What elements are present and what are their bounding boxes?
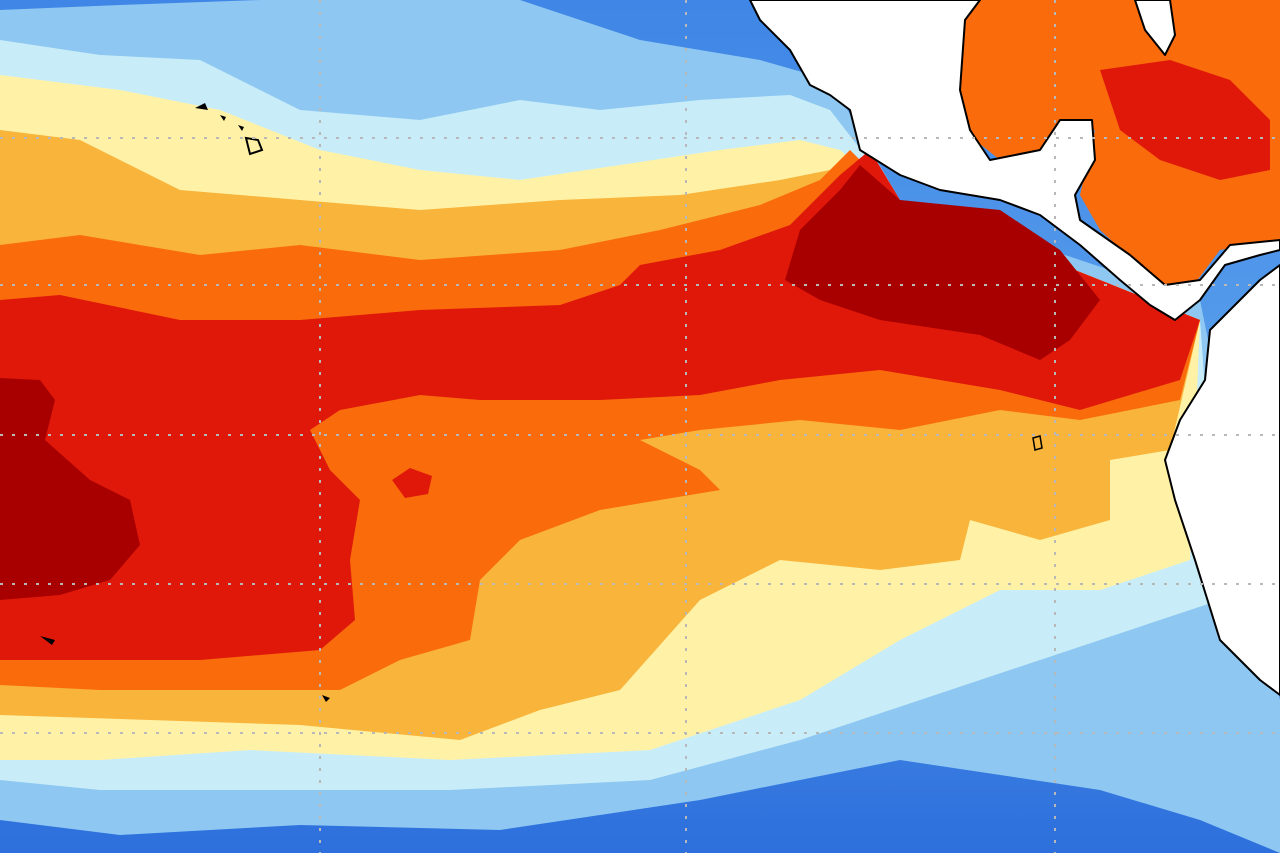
hawaii-big-island xyxy=(244,136,264,156)
band-dark-red-west xyxy=(0,378,140,600)
warm-spot xyxy=(392,468,432,498)
caribbean-warm xyxy=(1100,60,1270,180)
band-dark-red-east xyxy=(785,165,1100,360)
galapagos xyxy=(1032,435,1043,451)
south-america-coast xyxy=(1164,264,1280,696)
north-america-coast xyxy=(749,0,1280,321)
yucatan-coast xyxy=(1134,0,1176,56)
hawaii-islands xyxy=(195,103,244,131)
